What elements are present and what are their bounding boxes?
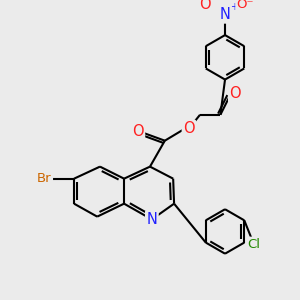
Text: O: O xyxy=(132,124,144,139)
Text: O: O xyxy=(199,0,211,12)
Text: +: + xyxy=(230,2,238,12)
Text: O: O xyxy=(230,86,241,101)
Text: Br: Br xyxy=(37,172,52,185)
Text: Cl: Cl xyxy=(247,238,260,251)
Text: N: N xyxy=(220,7,230,22)
Text: O: O xyxy=(183,121,195,136)
Text: O⁻: O⁻ xyxy=(237,0,254,11)
Text: N: N xyxy=(146,212,157,227)
